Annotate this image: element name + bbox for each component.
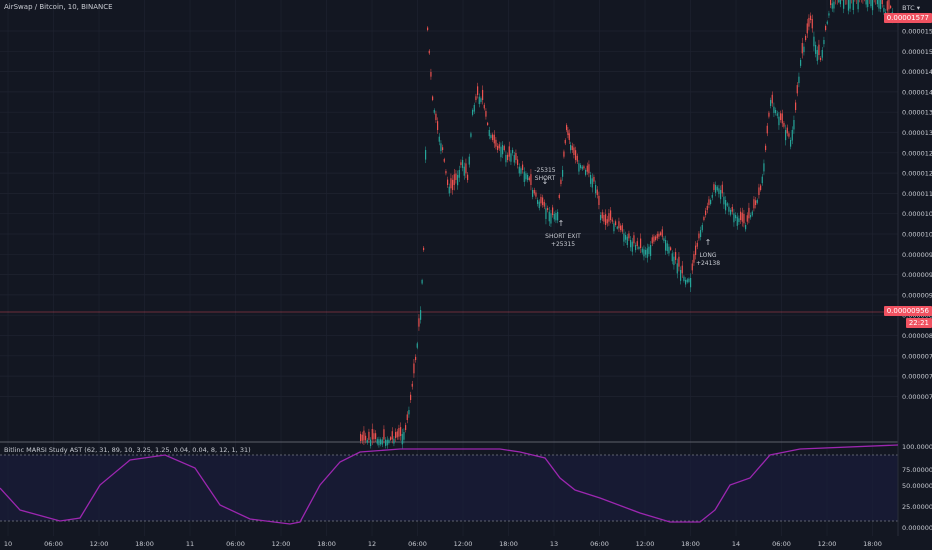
signal-long: LONG+24138 ↑	[696, 238, 720, 267]
price-scale-label: 0.00000830	[902, 332, 932, 340]
time-axis-label: 18:00	[135, 540, 154, 548]
price-scale-label: 0.00000990	[902, 251, 932, 259]
time-axis-label: 11	[186, 540, 194, 548]
crosshair-time-badge: 22:21	[905, 318, 932, 328]
signal-short-exit: SHORT EXIT+25315 ↑	[545, 219, 581, 248]
price-scale-label: 0.00000950	[902, 271, 932, 279]
signal-label: LONG	[700, 252, 717, 259]
time-axis-label: 12:00	[90, 540, 109, 548]
indicator-title[interactable]: Bitlinc MARSI Study AST (62, 31, 89, 10,…	[4, 446, 251, 454]
time-axis-label: 10	[4, 540, 12, 548]
indicator-scale-label: 75.00000000	[902, 466, 932, 474]
time-axis-label: 06:00	[590, 540, 609, 548]
signal-label: SHORT	[535, 175, 556, 182]
time-axis-label: 13	[550, 540, 558, 548]
arrow-down-icon: ↓	[542, 177, 549, 186]
signal-label: +24138	[696, 260, 720, 267]
price-scale-label: 0.00001400	[902, 88, 932, 96]
time-axis-label: 06:00	[772, 540, 791, 548]
signal-label: -25315	[534, 167, 555, 174]
time-axis-label: 18:00	[499, 540, 518, 548]
signal-label: +25315	[551, 241, 575, 248]
time-axis-label: 18:00	[681, 540, 700, 548]
signal-label: SHORT EXIT	[545, 233, 581, 240]
time-axis-label: 12:00	[272, 540, 291, 548]
price-scale[interactable]: 0.00001550 0.00001500 0.00001450 0.00001400…	[902, 28, 932, 401]
price-scale-label: 0.00000750	[902, 373, 932, 381]
indicator-scale-label: 50.00000000	[902, 482, 932, 490]
indicator-band	[0, 454, 898, 522]
time-axis-label: 12	[368, 540, 376, 548]
price-scale-label: 0.00001150	[902, 190, 932, 198]
indicator-scale-label: 100.00000000	[902, 443, 932, 451]
time-axis-label: 06:00	[408, 540, 427, 548]
time-axis-label: 18:00	[317, 540, 336, 548]
arrow-up-icon: ↑	[558, 219, 565, 228]
time-axis-label: 12:00	[454, 540, 473, 548]
time-axis-label: 06:00	[226, 540, 245, 548]
chevron-down-icon: ▾	[916, 4, 920, 12]
time-axis-label: 14	[732, 540, 740, 548]
price-scale-label: 0.00000910	[902, 291, 932, 299]
time-axis-label: 12:00	[818, 540, 837, 548]
time-axis-label: 12:00	[636, 540, 655, 548]
time-axis-label: 06:00	[44, 540, 63, 548]
price-scale-label: 0.00001200	[902, 170, 932, 178]
price-scale-label: 0.00001500	[902, 48, 932, 56]
indicator-scale-label: 0.00000000	[902, 524, 932, 532]
time-axis[interactable]: 10 06:00 12:00 18:00 11 06:00 12:00 18:00 12 06:0…	[4, 540, 882, 548]
symbol-title[interactable]: AirSwap / Bitcoin, 10, BINANCE	[4, 3, 113, 11]
indicator-line	[0, 444, 899, 525]
price-scale-label: 0.00000790	[902, 352, 932, 360]
price-scale-label: 0.00001090	[902, 210, 932, 218]
price-scale-label: 0.00001300	[902, 129, 932, 137]
price-scale-label: 0.00001350	[902, 109, 932, 117]
indicator-scale-label: 25.00000000	[902, 503, 932, 511]
indicator-scale[interactable]: 100.00000000 75.00000000 50.00000000 25.000…	[902, 443, 932, 532]
current-price-badge: 0.00001577	[883, 13, 932, 23]
price-scale-label: 0.00001550	[902, 28, 932, 36]
candles	[360, 0, 895, 450]
price-scale-label: 0.00001030	[902, 231, 932, 239]
price-scale-label: 0.00001450	[902, 68, 932, 76]
time-axis-label: 18:00	[863, 540, 882, 548]
crosshair-price-badge: 0.00000956	[883, 306, 932, 316]
arrow-up-icon: ↑	[705, 238, 712, 247]
currency-selector[interactable]: BTC ▾	[902, 4, 920, 12]
currency-label: BTC	[902, 4, 915, 12]
price-scale-label: 0.00001250	[902, 149, 932, 157]
